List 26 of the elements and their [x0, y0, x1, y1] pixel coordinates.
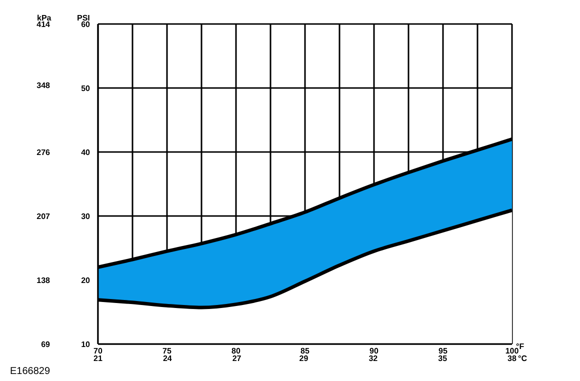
- x2-tick-label: 29: [299, 354, 309, 363]
- y2-tick-label: 348: [36, 81, 51, 90]
- y2-tick-label: 138: [36, 276, 51, 285]
- text: E166829: [10, 366, 50, 377]
- x-tick-label: 75: [162, 346, 172, 356]
- x-tick-label: 95: [438, 346, 448, 356]
- y-tick-label: 30: [81, 212, 91, 221]
- y-tick-label: 10: [81, 340, 91, 349]
- y-tick-label: 40: [81, 148, 91, 157]
- y2-tick-label: 207: [36, 212, 51, 221]
- x-tick-label: 80: [232, 346, 241, 356]
- y-tick-label: 50: [81, 84, 91, 93]
- x-tick-label: 85: [300, 346, 310, 356]
- y2-tick-label: 276: [36, 148, 51, 157]
- x2-axis-title: °C: [518, 354, 528, 363]
- x2-tick-label: 38: [508, 354, 517, 363]
- y2-tick-label: 69: [41, 340, 51, 349]
- x2-tick-label: 27: [232, 354, 242, 363]
- x2-tick-label: 24: [162, 354, 172, 363]
- y-tick-label: 60: [81, 20, 91, 29]
- x-tick-label: 90: [370, 346, 379, 356]
- x2-tick-label: 21: [94, 354, 103, 363]
- y-tick-label: 20: [81, 276, 91, 285]
- x-tick-label: 70: [94, 346, 103, 356]
- x2-tick-label: 35: [438, 354, 448, 363]
- x2-tick-label: 32: [368, 354, 378, 363]
